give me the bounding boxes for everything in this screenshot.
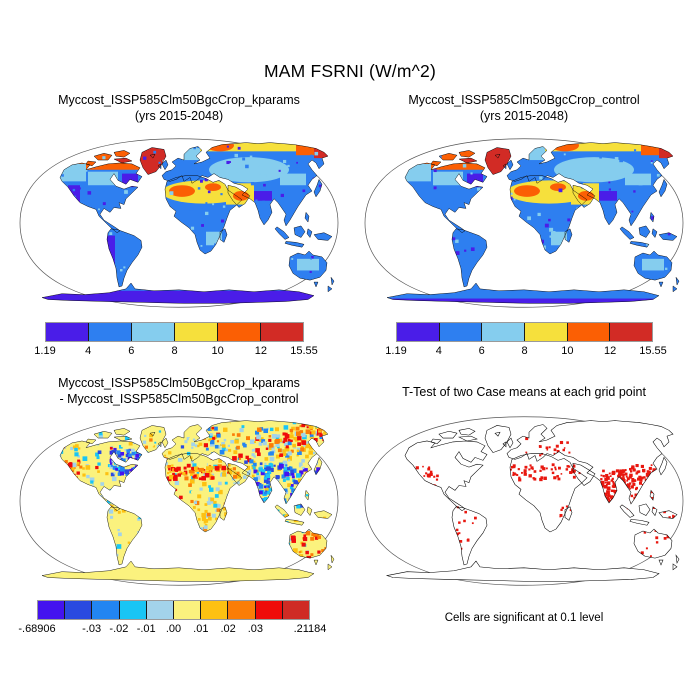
colorbar-tick-label: 10 [211,345,224,357]
map-diff [14,409,344,593]
colorbar-segment [397,323,439,341]
colorbar-segment [227,601,255,619]
colorbar-tick-label: 12 [604,345,617,357]
colorbar-tick-label: .03 [247,623,264,635]
colorbar-segment [38,601,65,619]
colorbar-tick-label: 4 [435,345,442,357]
colorbar-segment [200,601,228,619]
colorbar-tick-label: .02 [220,623,236,635]
colorbar-tick-label: -.02 [109,623,129,635]
colorbar-segment [481,323,525,341]
colorbar-segment [260,323,303,341]
map-ttest [359,409,689,593]
panel-title-ttest: T-Test of two Case means at each grid po… [359,384,689,400]
colorbar-tick-label: 4 [85,345,92,357]
panel-title-control-line1: Myccost_ISSP585Clm50BgcCrop_control [408,93,640,107]
colorbar-segment [217,323,260,341]
panel-title-diff-line2: - Myccost_ISSP585Clm50BgcCrop_control [59,392,299,406]
panel-title-kparams: Myccost_ISSP585Clm50BgcCrop_kparams (yrs… [14,92,344,124]
ttest-caption: Cells are significant at 0.1 level [444,612,604,624]
colorbar-tick-label: .00 [165,623,182,635]
colorbar-tick-label: -.68906 [18,623,56,635]
map-control [359,131,689,315]
colorbar-tick-label: 8 [171,345,178,357]
colorbar-tick-label: 6 [128,345,135,357]
colorbar-segment [254,601,282,619]
panel-title-kparams-line2: (yrs 2015-2048) [134,109,224,123]
colorbar-diff: -.68906 -.03 -.02 -.01 .00 .01 .02 .03 .21184 [18,600,326,635]
colorbar-tick-label: -.01 [136,623,156,635]
colorbar-kparams: 1.19 4 6 8 10 12 15.55 [34,322,318,357]
panel-title-control-line2: (yrs 2015-2048) [479,109,569,123]
colorbar-segment [524,323,567,341]
colorbar-segment [131,323,174,341]
colorbar-segment [91,601,119,619]
colorbar-tick-label: 15.55 [290,345,318,357]
colorbar-segment [118,601,146,619]
colorbar-segment [145,601,174,619]
colorbar-segment [174,323,217,341]
colorbar-tick-label: .01 [193,623,209,635]
colorbar-tick-label: 6 [478,345,485,357]
colorbar-segments [396,322,653,342]
colorbar-tick-label: 15.55 [639,345,667,357]
colorbar-tick-label: 1.19 [34,345,56,357]
map-fill-patches [42,142,334,291]
world-map-svg [19,416,339,586]
colorbar-control: 1.19 4 6 8 10 12 15.55 [385,322,667,357]
colorbar-tick-label: 10 [561,345,574,357]
world-map-svg [19,138,339,308]
map-kparams [14,131,344,315]
panel-title-ttest-line1: T-Test of two Case means at each grid po… [402,385,646,399]
colorbar-tick-label: -.03 [82,623,102,635]
colorbar-segment [46,323,88,341]
colorbar-segment [281,601,310,619]
colorbar-segment [438,323,482,341]
world-map-svg [364,138,684,308]
colorbar-segments [37,600,310,620]
colorbar-segment [609,323,653,341]
world-map-svg [364,416,684,586]
panel-title-kparams-line1: Myccost_ISSP585Clm50BgcCrop_kparams [58,93,300,107]
colorbar-tick-label: 8 [521,345,528,357]
colorbar-tick-label: .21184 [293,623,327,635]
panel-title-control: Myccost_ISSP585Clm50BgcCrop_control (yrs… [359,92,689,124]
colorbar-segment [64,601,92,619]
colorbar-segment [88,323,131,341]
panel-title-diff-line1: Myccost_ISSP585Clm50BgcCrop_kparams [58,376,300,390]
figure-title: MAM FSRNI (W/m^2) [263,61,436,81]
colorbar-segment [566,323,610,341]
colorbar-segments [45,322,304,342]
colorbar-tick-label: 12 [254,345,267,357]
panel-title-diff: Myccost_ISSP585Clm50BgcCrop_kparams - My… [14,375,344,407]
colorbar-segment [173,601,201,619]
colorbar-tick-label: 1.19 [385,345,407,357]
